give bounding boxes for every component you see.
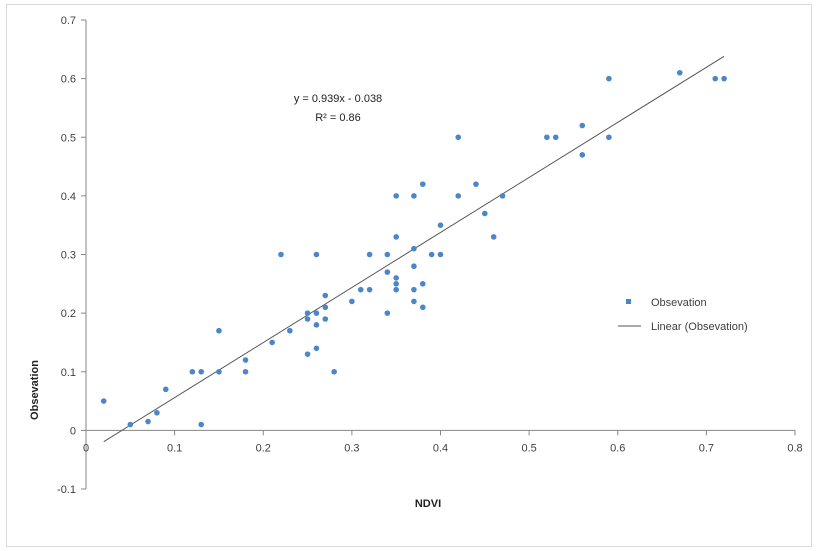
data-point [384,269,391,275]
data-point [499,193,506,199]
data-point [552,134,559,141]
data-point [411,193,417,199]
data-point [411,298,417,305]
data-point [154,409,160,416]
data-point [349,298,355,305]
data-point [490,234,497,240]
data-point [216,327,222,334]
data-point [216,368,222,375]
x-tick-label: 0.3 [344,442,359,454]
data-point [269,339,275,346]
data-point [384,251,391,258]
data-point [393,286,399,293]
data-point [278,251,284,258]
data-points [100,69,727,428]
data-point [357,286,364,293]
legend: Obsevation Linear (Obsevation) [618,297,748,333]
x-axis-title: NDVI [415,498,441,510]
data-point [437,251,444,258]
data-point [384,310,391,316]
data-point [322,316,329,322]
legend-marker-observation [626,299,631,304]
data-point [473,181,479,187]
data-point [712,75,719,82]
data-point [437,222,444,228]
y-tick-label: 0 [70,425,76,437]
data-point [411,286,417,293]
y-tick-label: 0.4 [61,191,76,203]
data-point [189,368,196,375]
data-point [198,421,205,428]
data-point [393,234,399,240]
data-point [419,304,426,311]
data-point [419,281,426,287]
data-point [676,69,683,76]
chart-frame [6,4,812,547]
data-point [721,75,727,82]
data-point [242,357,249,363]
data-point [313,310,320,316]
data-point [198,368,205,375]
data-point [304,351,311,357]
y-tick-label: 0.2 [61,308,76,320]
data-point [322,292,329,299]
data-point [242,368,249,375]
x-tick-label: 0.4 [433,442,448,454]
data-point [393,275,399,281]
data-point [145,418,151,425]
data-point [100,398,107,404]
y-tick-label: 0.6 [61,74,76,86]
data-point [127,421,134,428]
y-tick-label: 0.3 [61,250,76,262]
data-point [393,193,399,199]
y-tick-label: -0.1 [57,484,76,496]
data-point [455,134,462,141]
data-point [313,322,320,328]
y-axis-title: Obsevation [29,360,41,420]
data-point [606,75,612,82]
x-tick-label: 0.2 [256,442,271,454]
legend-label-observation: Obsevation [651,297,707,309]
data-point [322,304,329,311]
data-point [162,386,169,393]
x-tick-label: 0.8 [787,442,802,454]
data-point [287,327,293,334]
data-point [455,193,462,199]
x-tick-label: 0.7 [699,442,714,454]
axes: -0.1 0 0.1 0.2 0.3 0.4 0.5 0.6 0.7 0 0.1 0.2 0.3 0.4 0… [57,15,803,496]
trendline-equation: y = 0.939x - 0.038 [294,93,382,105]
x-tick-label: 0.5 [521,442,536,454]
data-point [366,286,373,293]
data-point [411,263,417,270]
legend-label-linear: Linear (Obsevation) [651,321,748,333]
x-tick-label: 0.1 [167,442,182,454]
data-point [304,310,311,316]
data-point [411,245,417,252]
data-point [482,210,488,217]
data-point [544,134,550,141]
y-tick-label: 0.7 [61,15,76,27]
x-tick-label: 0.6 [610,442,625,454]
x-tick-label: 0 [83,442,89,454]
y-tick-label: 0.5 [61,132,76,144]
data-point [419,181,426,187]
data-point [304,316,311,322]
data-point [331,368,337,375]
data-point [428,251,435,258]
r-squared-label: R² = 0.86 [315,112,361,124]
data-point [393,281,399,287]
data-point [606,134,612,141]
y-tick-label: 0.1 [61,367,76,379]
data-point [313,345,320,352]
data-point [579,122,586,129]
data-point [366,251,373,258]
data-point [313,251,320,258]
data-point [579,152,586,158]
